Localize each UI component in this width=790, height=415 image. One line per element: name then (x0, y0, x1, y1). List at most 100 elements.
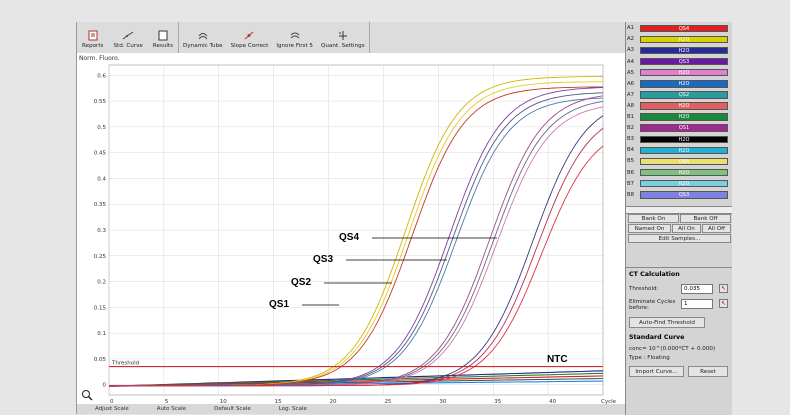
sample-name[interactable]: QS3 (640, 191, 728, 199)
import-curve-button[interactable]: Import Curve... (629, 366, 684, 377)
sample-name[interactable]: H2O (640, 68, 728, 77)
threshold-pick-icon[interactable]: ↖ (719, 284, 728, 293)
sample-row[interactable]: B8 QS3 (626, 191, 732, 200)
all-on-button[interactable]: All On (672, 224, 701, 233)
sample-well: B1 (627, 114, 635, 121)
slope-correct-button[interactable]: Slope Correct (227, 22, 273, 53)
sample-name[interactable]: H2O (640, 179, 728, 188)
y-tick-label: 0.45 (94, 151, 107, 157)
standard-curve-title: Standard Curve (629, 334, 685, 341)
standard-curve-type: Type : Floating (629, 355, 670, 361)
threshold-field-label: Threshold: (629, 286, 659, 292)
sample-row[interactable]: A4 QS3 (626, 57, 732, 66)
edit-samples-button[interactable]: Edit Samples... (628, 234, 731, 243)
results-button[interactable]: Results (148, 22, 178, 53)
ntc-label: NTC (547, 354, 568, 365)
sample-well: B4 (627, 147, 635, 154)
all-off-button[interactable]: All Off (702, 224, 731, 233)
y-tick-label: 0.15 (94, 305, 107, 311)
sample-row[interactable]: A5 H2O (626, 68, 732, 77)
quant-settings-label: Quant. Settings (321, 43, 365, 49)
sample-name[interactable]: QS3 (640, 57, 728, 66)
sample-scrollbar[interactable] (626, 206, 732, 222)
sample-row[interactable]: B4 H2O (626, 146, 732, 155)
sample-well: A6 (627, 80, 634, 87)
named-on-button[interactable]: Named On (628, 224, 671, 233)
sample-well: B6 (627, 169, 635, 176)
adjust-scale-button[interactable]: Adjust Scale (95, 406, 129, 412)
curve-label: QS2 (291, 277, 311, 288)
amplification-plot: Norm. Fluoro. 0 0.05 0.1 0.15 0.2 0.25 0.3 0.35… (77, 53, 625, 404)
x-tick-label: 40 (549, 399, 556, 404)
x-tick-label: 25 (384, 399, 391, 404)
sample-name[interactable]: H2O (640, 113, 728, 121)
sample-row[interactable]: B7 H2O (626, 179, 732, 188)
dynamic-tube-button[interactable]: Dynamic Tube (179, 22, 227, 53)
sample-row[interactable]: B2 QS1 (626, 124, 732, 133)
sample-row[interactable]: B3 H2O (626, 135, 732, 144)
x-axis-unit: Cycle (601, 399, 617, 404)
log-scale-button[interactable]: Log. Scale (278, 406, 307, 412)
std-curve-icon (122, 31, 134, 40)
sample-name[interactable]: H2O (640, 146, 728, 155)
sample-name[interactable]: QS2 (640, 91, 728, 99)
auto-scale-button[interactable]: Auto Scale (156, 406, 187, 412)
sample-name[interactable]: H2O (640, 80, 728, 88)
quant-settings-button[interactable]: Quant. Settings (317, 22, 369, 53)
sample-name[interactable]: H2O (640, 35, 728, 44)
sample-name[interactable]: QS4 (640, 157, 728, 166)
sample-well: B3 (627, 136, 635, 143)
eliminate-pick-icon[interactable]: ↖ (719, 299, 728, 308)
sample-name[interactable]: H2O (640, 46, 728, 55)
bank-on-button[interactable]: Bank On (628, 214, 679, 223)
sample-row[interactable]: A8 H2O (626, 102, 732, 111)
sample-name[interactable]: QS4 (640, 24, 728, 33)
std-curve-button[interactable]: Std. Curve (108, 22, 147, 53)
sample-well: A5 (627, 69, 634, 76)
results-label: Results (152, 43, 174, 49)
eliminate-cycles-label: Eliminate Cycles before: (629, 299, 676, 311)
sample-well: A8 (627, 102, 634, 109)
curve-label: QS4 (339, 232, 359, 243)
sample-list-panel: A1 QS4 A2 H2O A3 H2O A4 QS3 A5 H2O A6 H2O A7 QS2 A8 H2O… (625, 22, 732, 267)
toolbar-group-analysis: Dynamic Tube Slope Correct Ignore First … (179, 22, 370, 53)
bank-off-button[interactable]: Bank Off (680, 214, 731, 223)
sample-row[interactable]: A7 QS2 (626, 91, 732, 100)
sample-name[interactable]: H2O (640, 135, 728, 144)
std-curve-label: Std. Curve (113, 43, 143, 49)
sample-row[interactable]: A1 QS4 (626, 24, 732, 33)
sample-name[interactable]: QS1 (640, 124, 728, 132)
sample-row[interactable]: A2 H2O (626, 35, 732, 44)
ignore-first-icon (290, 32, 300, 39)
sample-well: A4 (627, 58, 634, 65)
sample-well: B2 (627, 125, 635, 132)
default-scale-button[interactable]: Default Scale (214, 406, 251, 412)
results-icon (158, 30, 168, 41)
y-tick-label: 0.55 (94, 99, 107, 105)
amplification-chart: 0 0.05 0.1 0.15 0.2 0.25 0.3 0.35 0.4 0.45 0.5 0.55… (94, 64, 617, 404)
sample-row[interactable]: B1 H2O (626, 113, 732, 122)
curve-label: QS3 (313, 254, 333, 265)
x-tick-label: 10 (220, 399, 227, 404)
auto-find-threshold-button[interactable]: Auto-Find Threshold (629, 317, 705, 328)
reset-button[interactable]: Reset (688, 366, 728, 377)
toolbar-group-reports: Reports Std. Curve Results (77, 22, 180, 53)
sample-row[interactable]: A3 H2O (626, 46, 732, 55)
dynamic-tube-icon (198, 33, 208, 40)
eliminate-cycles-input[interactable]: 1 (681, 299, 713, 309)
sample-well: A2 (627, 36, 634, 43)
sample-name[interactable]: H2O (640, 102, 728, 110)
quant-settings-icon (338, 31, 347, 40)
sample-name[interactable]: H2O (640, 168, 728, 177)
y-tick-label: 0.35 (94, 202, 107, 208)
reports-button[interactable]: Reports (77, 22, 108, 53)
amplification-curve (109, 145, 604, 387)
sample-row[interactable]: B6 H2O (626, 168, 732, 177)
threshold-input[interactable]: 0.035 (681, 284, 713, 294)
ignore-first-button[interactable]: Ignore First 5 (272, 22, 317, 53)
x-tick-label: 0 (110, 399, 114, 404)
slope-correct-icon (245, 31, 254, 40)
zoom-icon[interactable] (81, 389, 93, 401)
sample-row[interactable]: B5 QS4 (626, 157, 732, 166)
sample-row[interactable]: A6 H2O (626, 80, 732, 89)
